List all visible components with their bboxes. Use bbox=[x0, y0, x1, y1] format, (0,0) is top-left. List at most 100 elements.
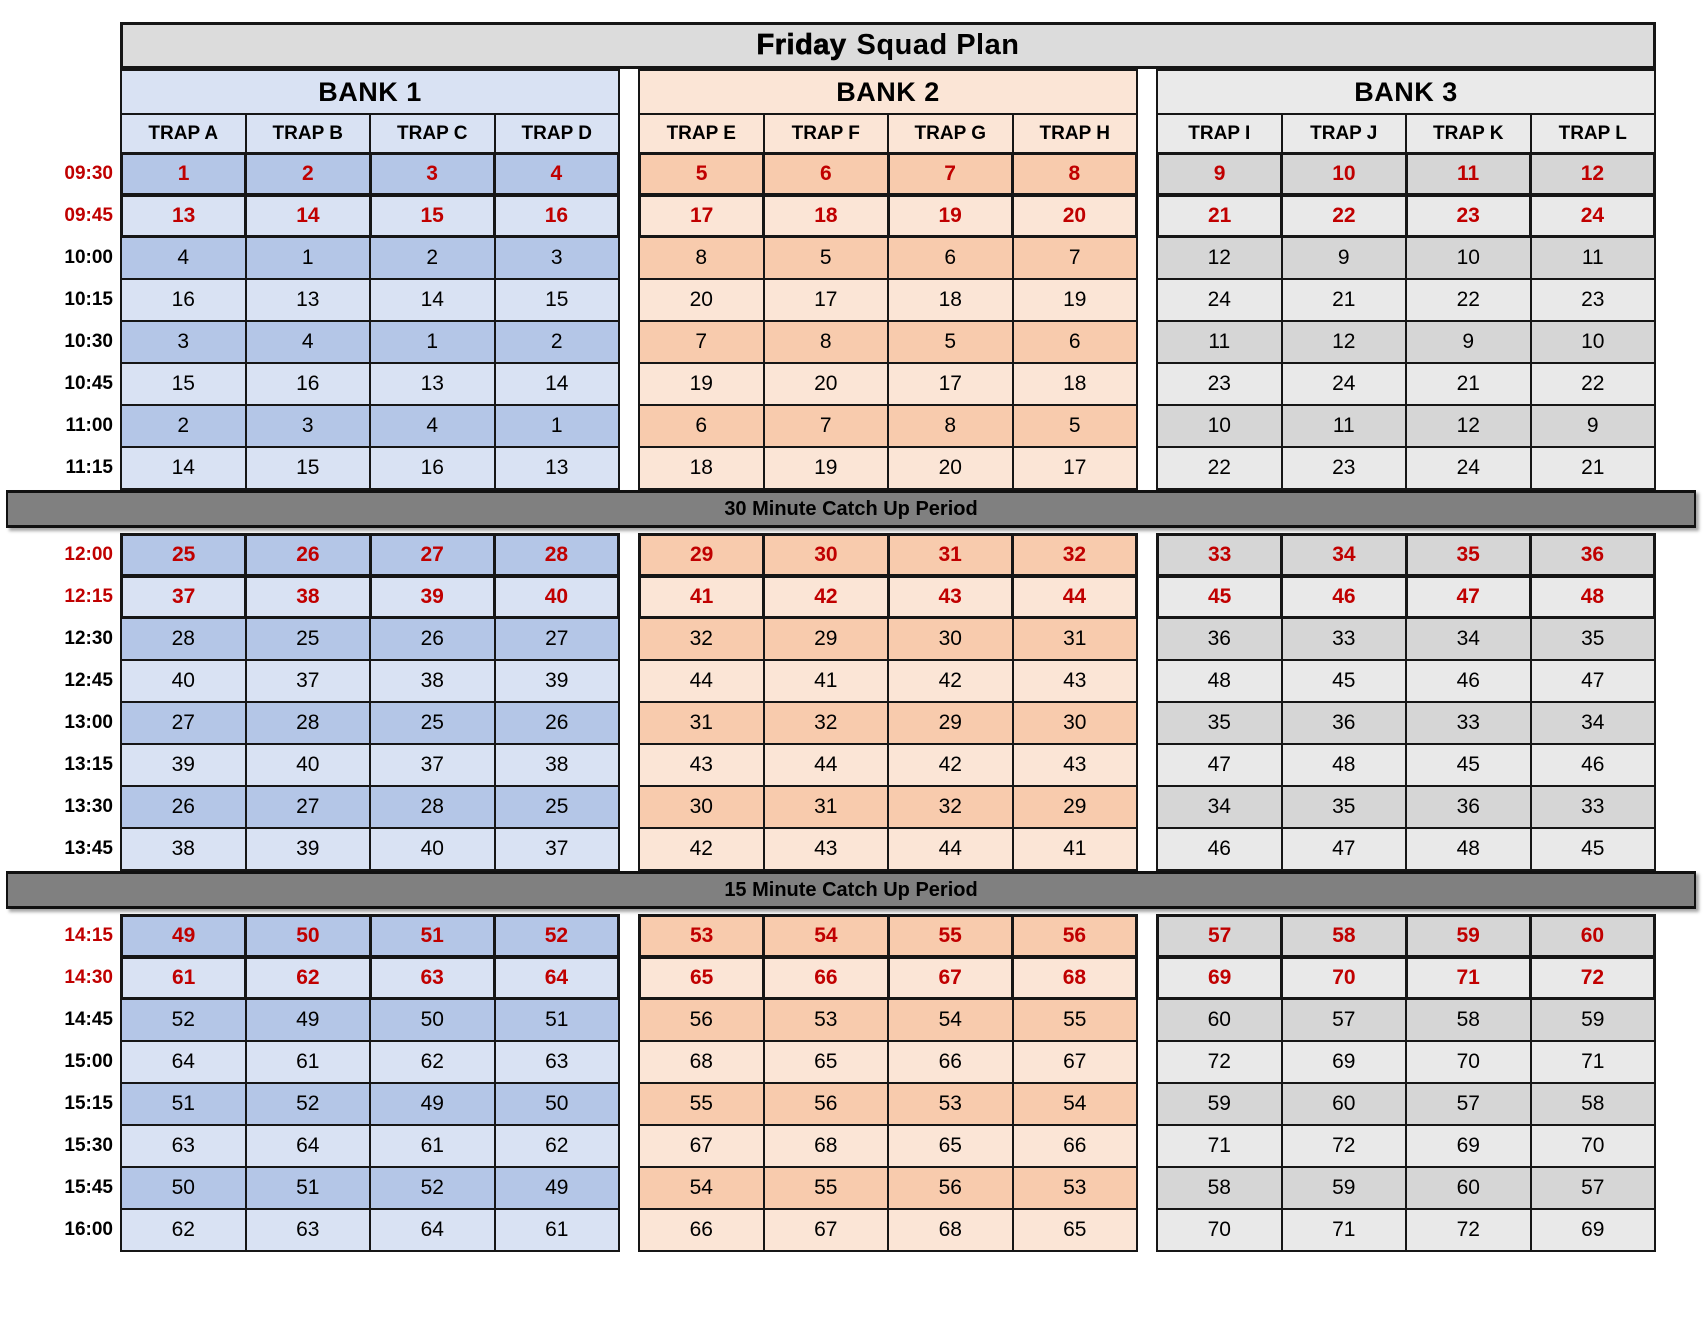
schedule-row-13:30: 13:30 26 27 28 25 30 31 32 29 34 35 36 33 bbox=[0, 785, 1708, 829]
squad-cell: 41 bbox=[689, 585, 714, 608]
squad-cell: 65 bbox=[1011, 1210, 1137, 1250]
bank-3-cells: 69 70 71 72 bbox=[1156, 956, 1656, 1000]
squad-cell: 42 bbox=[762, 578, 886, 616]
bank-1-cells: 39 40 37 38 bbox=[120, 743, 620, 787]
time-label: 10:30 bbox=[64, 331, 113, 352]
squad-cell: 46 bbox=[1529, 745, 1655, 785]
squad-cell: 9 bbox=[1405, 322, 1530, 362]
squad-cell: 16 bbox=[369, 448, 494, 488]
page-title: Friday Squad Plan bbox=[120, 22, 1656, 69]
squad-cell: 4 bbox=[177, 246, 190, 269]
squad-cell: 48 bbox=[1528, 578, 1653, 616]
squad-cell: 31 bbox=[689, 711, 713, 734]
squad-cell: 28 bbox=[244, 703, 370, 743]
squad-cell: 27 bbox=[171, 711, 195, 734]
squad-cell: 18 bbox=[887, 280, 1012, 320]
trap-header: TRAP I bbox=[1188, 122, 1251, 144]
squad-cell: 5 bbox=[887, 322, 1012, 362]
trap-header: TRAP F bbox=[762, 115, 888, 152]
squad-cell: 71 bbox=[1529, 1042, 1655, 1082]
squad-cell: 20 bbox=[762, 364, 888, 404]
squad-cell: 22 bbox=[1529, 364, 1655, 404]
bank-2-cells: 31 32 29 30 bbox=[638, 701, 1138, 745]
squad-cell: 65 bbox=[887, 1126, 1012, 1166]
squad-cell: 32 bbox=[887, 787, 1012, 827]
bank-1-cells: 27 28 25 26 bbox=[120, 701, 620, 745]
squad-cell: 38 bbox=[171, 837, 195, 860]
squad-cell: 34 bbox=[1207, 795, 1231, 818]
squad-cell: 47 bbox=[1404, 578, 1529, 616]
schedule-row-12:45: 12:45 40 37 38 39 44 41 42 43 48 45 46 47 bbox=[0, 659, 1708, 703]
squad-cell: 57 bbox=[1207, 924, 1232, 947]
squad-cell: 23 bbox=[1280, 448, 1406, 488]
squad-cell: 17 bbox=[762, 280, 888, 320]
bank-2-cells: 30 31 32 29 bbox=[638, 785, 1138, 829]
squad-cell: 35 bbox=[1404, 536, 1529, 574]
bank-1-cells: 61 62 63 64 bbox=[120, 956, 620, 1000]
squad-cell: 12 bbox=[1405, 406, 1530, 446]
squad-cell: 19 bbox=[1011, 280, 1137, 320]
squad-cell: 26 bbox=[493, 703, 619, 743]
bank-1-cells: 64 61 62 63 bbox=[120, 1040, 620, 1084]
trap-header: TRAP A bbox=[148, 122, 219, 144]
squad-cell: 50 bbox=[493, 1084, 619, 1124]
catchup-period-label: 15 Minute Catch Up Period bbox=[724, 878, 978, 901]
squad-cell: 61 bbox=[244, 1042, 370, 1082]
squad-cell: 56 bbox=[887, 1168, 1012, 1208]
squad-cell: 6 bbox=[887, 238, 1012, 278]
bank-3-cells: 46 47 48 45 bbox=[1156, 827, 1656, 871]
squad-cell: 58 bbox=[1529, 1084, 1655, 1124]
squad-cell: 67 bbox=[1011, 1042, 1137, 1082]
time-label: 09:45 bbox=[64, 205, 113, 226]
squad-cell: 26 bbox=[244, 536, 368, 574]
squad-cell: 21 bbox=[1207, 204, 1232, 227]
squad-cell: 55 bbox=[689, 1092, 713, 1115]
bank-3-cells: 47 48 45 46 bbox=[1156, 743, 1656, 787]
squad-cell: 64 bbox=[492, 959, 617, 997]
squad-cell: 57 bbox=[1405, 1084, 1530, 1124]
squad-cell: 9 bbox=[1213, 162, 1226, 185]
squad-cell: 37 bbox=[493, 829, 619, 869]
squad-cell: 31 bbox=[762, 787, 888, 827]
squad-cell: 25 bbox=[369, 703, 494, 743]
squad-cell: 62 bbox=[171, 1218, 195, 1241]
squad-cell: 54 bbox=[762, 917, 886, 955]
squad-cell: 5 bbox=[762, 238, 888, 278]
squad-cell: 12 bbox=[1280, 322, 1406, 362]
bank-3-cells: 33 34 35 36 bbox=[1156, 533, 1656, 577]
squad-cell: 8 bbox=[762, 322, 888, 362]
squad-cell: 13 bbox=[171, 204, 196, 227]
squad-cell: 71 bbox=[1207, 1134, 1231, 1157]
catchup-period-bar: 30 Minute Catch Up Period bbox=[6, 490, 1696, 528]
squad-cell: 63 bbox=[244, 1210, 370, 1250]
squad-cell: 3 bbox=[244, 406, 370, 446]
bank-1-cells: 25 26 27 28 bbox=[120, 533, 620, 577]
bank-2-header: BANK 2 bbox=[638, 69, 1138, 115]
squad-cell: 72 bbox=[1207, 1050, 1231, 1073]
squad-cell: 28 bbox=[171, 627, 195, 650]
squad-cell: 28 bbox=[369, 787, 494, 827]
time-label: 14:45 bbox=[64, 1009, 113, 1030]
schedule-row-11:15: 11:15 14 15 16 13 18 19 20 17 22 23 24 21 bbox=[0, 446, 1708, 490]
bank-3-cells: 22 23 24 21 bbox=[1156, 446, 1656, 490]
squad-cell: 43 bbox=[762, 829, 888, 869]
squad-cell: 53 bbox=[1011, 1168, 1137, 1208]
bank-3-cells: 58 59 60 57 bbox=[1156, 1166, 1656, 1210]
bank-2-cells: 20 17 18 19 bbox=[638, 278, 1138, 322]
squad-cell: 14 bbox=[493, 364, 619, 404]
squad-cell: 26 bbox=[369, 619, 494, 659]
squad-cell: 36 bbox=[1405, 787, 1530, 827]
squad-cell: 24 bbox=[1207, 288, 1231, 311]
bank-3-cells: 48 45 46 47 bbox=[1156, 659, 1656, 703]
squad-cell: 30 bbox=[762, 536, 886, 574]
time-label: 13:45 bbox=[64, 838, 113, 859]
squad-cell: 55 bbox=[886, 917, 1011, 955]
squad-cell: 24 bbox=[1528, 197, 1653, 235]
squad-cell: 50 bbox=[369, 1000, 494, 1040]
bank-3-cells: 9 10 11 12 bbox=[1156, 152, 1656, 196]
squad-cell: 68 bbox=[887, 1210, 1012, 1250]
